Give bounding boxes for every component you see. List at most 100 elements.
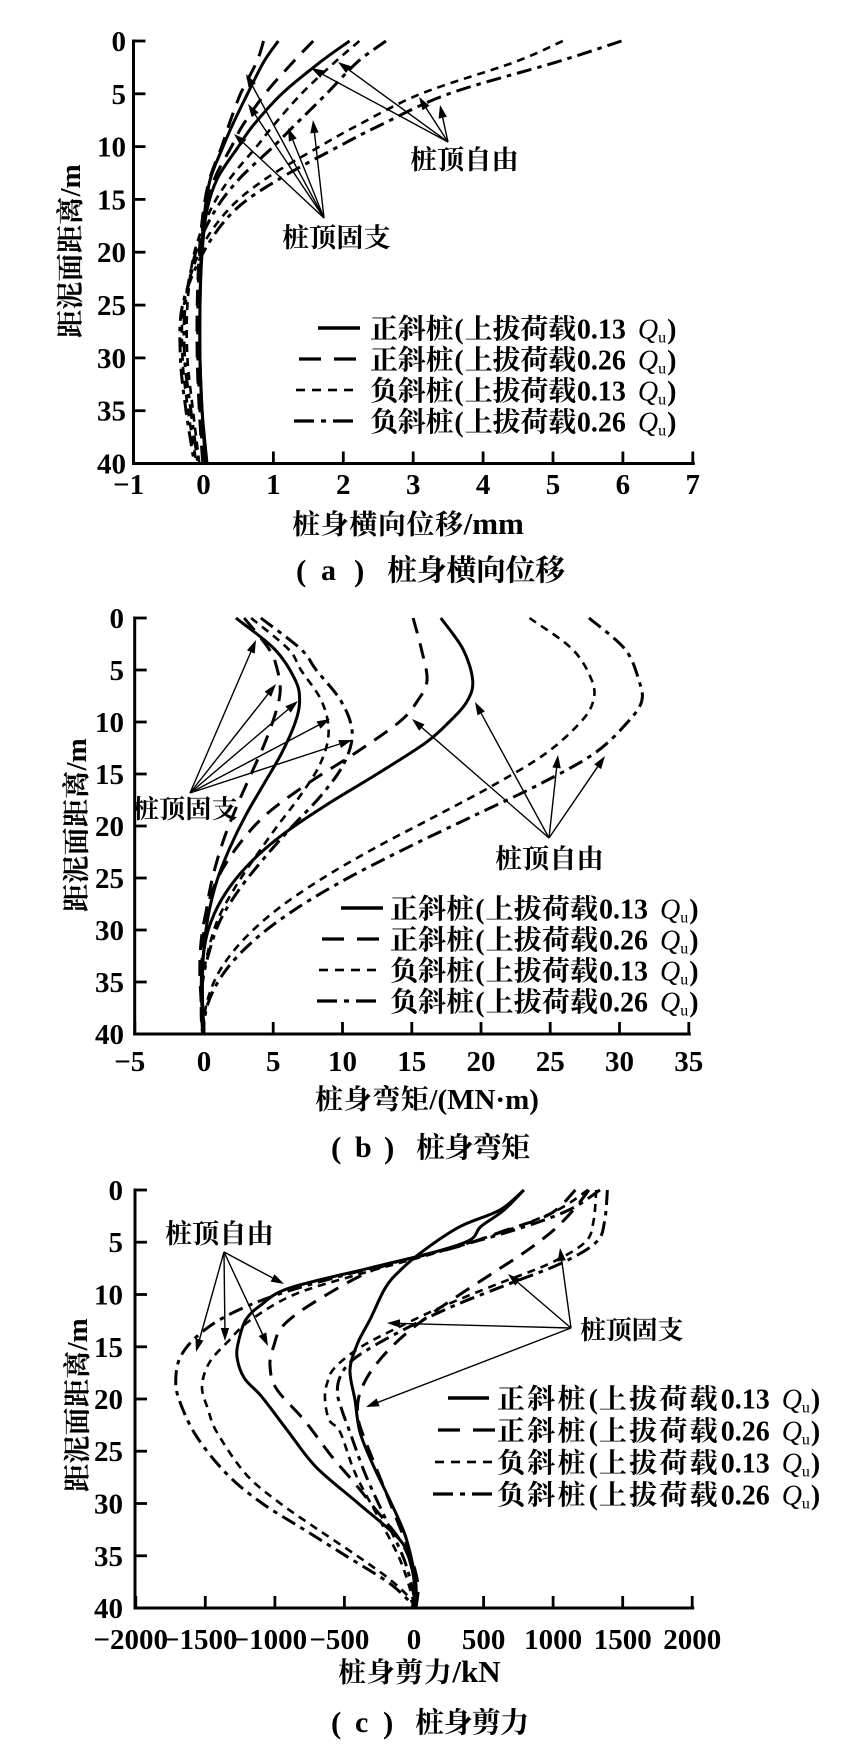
- svg-text:3: 3: [406, 469, 421, 501]
- svg-text:−500: −500: [309, 1624, 369, 1656]
- svg-text:(: (: [454, 346, 463, 377]
- svg-text:0.26: 0.26: [721, 1417, 770, 1448]
- svg-text:35: 35: [674, 1046, 703, 1078]
- svg-text:25: 25: [536, 1046, 565, 1078]
- svg-text:5: 5: [266, 1046, 281, 1078]
- svg-text:/m: /m: [55, 164, 87, 197]
- svg-text:b: b: [355, 1131, 372, 1164]
- svg-text:30: 30: [95, 915, 124, 947]
- svg-text:25: 25: [97, 290, 126, 322]
- svg-text:Q: Q: [782, 1449, 802, 1480]
- svg-text:u: u: [802, 1496, 810, 1513]
- svg-text:): ): [811, 1481, 820, 1512]
- svg-text:5: 5: [112, 79, 127, 111]
- svg-text:20: 20: [95, 811, 124, 843]
- svg-text:0: 0: [109, 1175, 124, 1207]
- svg-text:0.13: 0.13: [721, 1385, 770, 1416]
- svg-text:(: (: [589, 1385, 598, 1416]
- svg-text:−1: −1: [113, 469, 144, 501]
- svg-text:0.26: 0.26: [599, 926, 648, 957]
- svg-text:): ): [689, 957, 698, 988]
- svg-text:0.13: 0.13: [721, 1449, 770, 1480]
- svg-text:u: u: [802, 1464, 810, 1481]
- svg-text:40: 40: [94, 1593, 123, 1625]
- svg-text:4: 4: [476, 469, 491, 501]
- svg-text:Q: Q: [638, 377, 658, 408]
- svg-text:0.13: 0.13: [577, 377, 626, 408]
- svg-text:−1000: −1000: [233, 1624, 308, 1656]
- svg-text:−5: −5: [114, 1046, 145, 1078]
- svg-text:(: (: [589, 1481, 598, 1512]
- svg-text:35: 35: [97, 396, 126, 428]
- svg-text:2: 2: [336, 469, 351, 501]
- svg-text:(: (: [589, 1417, 598, 1448]
- svg-text:1000: 1000: [524, 1624, 582, 1656]
- svg-text:10: 10: [97, 132, 126, 164]
- svg-text:(: (: [475, 957, 484, 988]
- svg-text:u: u: [802, 1400, 810, 1417]
- svg-text:35: 35: [95, 967, 124, 999]
- svg-text:Q: Q: [638, 315, 658, 346]
- svg-text:(: (: [589, 1449, 598, 1480]
- svg-text:30: 30: [97, 343, 126, 375]
- svg-text:10: 10: [328, 1046, 357, 1078]
- svg-text:0: 0: [196, 469, 211, 501]
- svg-text:0.26: 0.26: [721, 1481, 770, 1512]
- svg-text:): ): [667, 315, 676, 346]
- svg-text:/m: /m: [61, 738, 93, 771]
- svg-text:5: 5: [110, 655, 125, 687]
- svg-text:1: 1: [266, 469, 281, 501]
- svg-text:Q: Q: [782, 1481, 802, 1512]
- svg-text:): ): [689, 895, 698, 926]
- svg-text:0.13: 0.13: [599, 895, 648, 926]
- svg-text:u: u: [658, 423, 666, 440]
- svg-text:6: 6: [616, 469, 631, 501]
- svg-text:15: 15: [94, 1332, 123, 1364]
- svg-text:20: 20: [97, 237, 126, 269]
- svg-text:0: 0: [197, 1046, 212, 1078]
- svg-text:−2000: −2000: [94, 1624, 169, 1656]
- svg-text:): ): [383, 1705, 393, 1740]
- svg-text:): ): [667, 346, 676, 377]
- svg-text:2000: 2000: [663, 1624, 721, 1656]
- svg-text:0.13: 0.13: [577, 315, 626, 346]
- svg-text:u: u: [680, 1003, 688, 1020]
- svg-text:u: u: [802, 1432, 810, 1449]
- svg-text:Q: Q: [782, 1417, 802, 1448]
- svg-text:/mm: /mm: [463, 506, 524, 541]
- svg-text:(: (: [296, 553, 306, 588]
- svg-text:): ): [689, 926, 698, 957]
- svg-text:0.26: 0.26: [577, 346, 626, 377]
- svg-text:/m: /m: [62, 1318, 94, 1351]
- svg-text:500: 500: [462, 1624, 506, 1656]
- svg-text:Q: Q: [660, 895, 680, 926]
- svg-text:1500: 1500: [594, 1624, 652, 1656]
- svg-text:40: 40: [95, 1019, 124, 1051]
- svg-text:5: 5: [109, 1227, 124, 1259]
- svg-text:Q: Q: [660, 926, 680, 957]
- svg-text:Q: Q: [782, 1385, 802, 1416]
- svg-text:0.26: 0.26: [577, 408, 626, 439]
- svg-text:25: 25: [94, 1436, 123, 1468]
- svg-text:(: (: [475, 895, 484, 926]
- svg-text:Q: Q: [638, 346, 658, 377]
- svg-text:u: u: [658, 330, 666, 347]
- svg-text:15: 15: [95, 759, 124, 791]
- svg-text:u: u: [680, 972, 688, 989]
- svg-text:(: (: [331, 1705, 341, 1740]
- svg-text:0.26: 0.26: [599, 988, 648, 1019]
- svg-text:u: u: [680, 910, 688, 927]
- svg-text:0: 0: [110, 603, 125, 635]
- svg-text:15: 15: [397, 1046, 426, 1078]
- svg-text:): ): [811, 1385, 820, 1416]
- svg-text:0: 0: [112, 26, 127, 58]
- svg-text:): ): [811, 1449, 820, 1480]
- svg-text:10: 10: [94, 1280, 123, 1312]
- svg-text:(: (: [331, 1130, 341, 1165]
- svg-text:u: u: [680, 941, 688, 958]
- svg-text:20: 20: [467, 1046, 496, 1078]
- svg-text:(: (: [454, 408, 463, 439]
- svg-text:Q: Q: [638, 408, 658, 439]
- svg-text:25: 25: [95, 863, 124, 895]
- svg-text:15: 15: [97, 184, 126, 216]
